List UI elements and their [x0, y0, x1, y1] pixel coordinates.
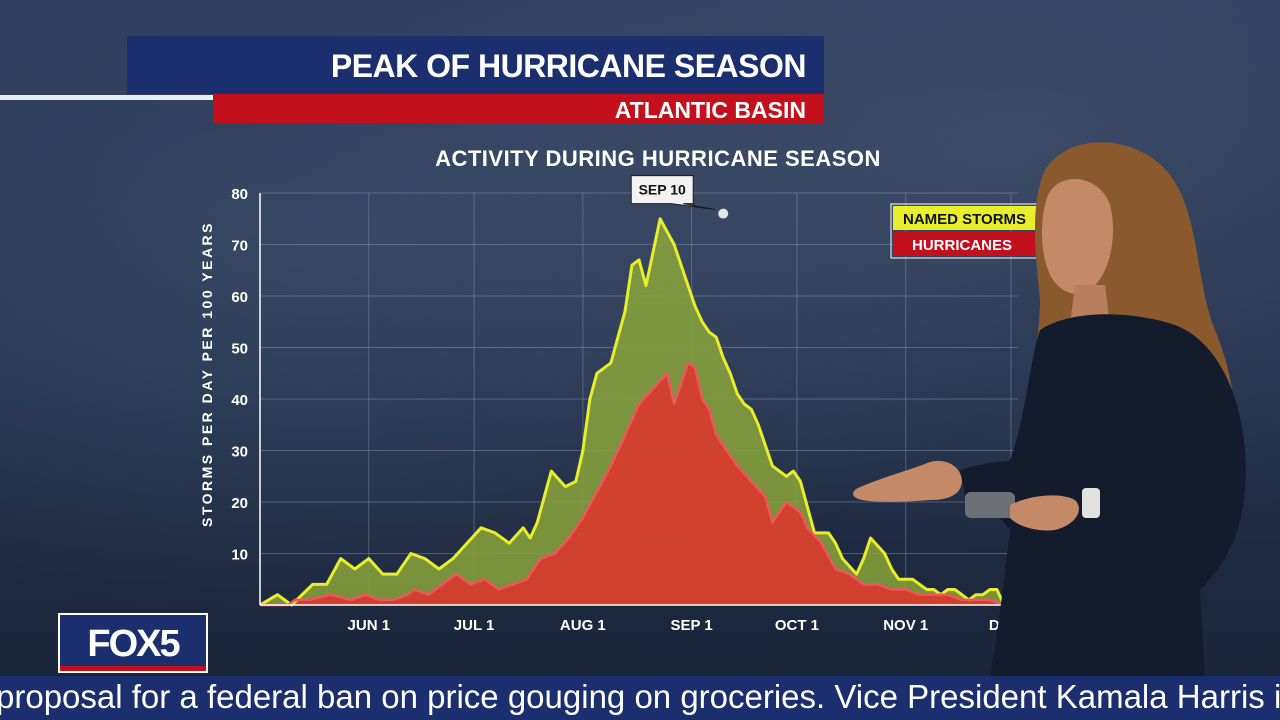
named-storms-line	[259, 217, 1018, 607]
x-tick-label-214: DEC 1	[989, 617, 1033, 634]
x-tick-label-123: SEP 1	[671, 617, 713, 634]
peak-callout-label: SEP 10	[639, 182, 686, 198]
title-banner: PEAK OF HURRICANE SEASON	[127, 36, 824, 94]
x-tick-label-61: JUL 1	[454, 617, 495, 634]
chart-title: ACTIVITY DURING HURRICANE SEASON	[435, 146, 881, 171]
peak-marker	[718, 208, 729, 219]
y-tick-label-70: 70	[231, 238, 248, 255]
y-tick-label-60: 60	[231, 289, 248, 306]
legend-named-storms-label: NAMED STORMS	[903, 211, 1026, 228]
y-tick-label-80: 80	[231, 186, 248, 203]
accent-line	[0, 95, 213, 100]
y-tick-label-10: 10	[231, 547, 248, 564]
logo-stripe	[60, 666, 206, 671]
logo-text: FOX5	[87, 623, 180, 665]
ticker-text: proposal for a federal ban on price goug…	[0, 678, 1280, 715]
y-tick-label-20: 20	[231, 495, 248, 512]
hurricanes-line	[260, 361, 1018, 607]
y-axis-label: STORMS PER DAY PER 100 YEARS	[199, 221, 215, 527]
y-tick-label-30: 30	[231, 444, 248, 461]
x-tick-label-184: NOV 1	[883, 617, 928, 634]
subtitle-banner: ATLANTIC BASIN	[213, 94, 824, 123]
chart-legend: NAMED STORMS HURRICANES	[890, 203, 1052, 259]
x-tick-label-31: JUN 1	[348, 617, 391, 634]
peak-annotation: SEP 10	[630, 175, 729, 219]
x-tick-label-153: OCT 1	[775, 617, 819, 634]
news-ticker: proposal for a federal ban on price goug…	[0, 676, 1280, 720]
fox5-logo: FOX5	[58, 613, 208, 673]
series-areas	[259, 217, 1018, 607]
page-subtitle: ATLANTIC BASIN	[614, 97, 806, 123]
hurricanes-area	[260, 362, 1018, 605]
legend-hurricanes-swatch	[893, 232, 1049, 256]
axes: 10 20 30 40 50 60 70 80 JUN 1 JUL 1 AUG 1 SEP 1 OCT …	[231, 186, 1033, 634]
legend-named-storms-swatch	[893, 206, 1049, 230]
page-title: PEAK OF HURRICANE SEASON	[330, 48, 807, 84]
y-tick-label-40: 40	[231, 392, 248, 409]
x-tick-label-92: AUG 1	[560, 617, 606, 634]
peak-callout-box	[630, 175, 716, 211]
y-tick-label-50: 50	[231, 341, 248, 358]
legend-hurricanes-label: HURRICANES	[912, 237, 1012, 254]
